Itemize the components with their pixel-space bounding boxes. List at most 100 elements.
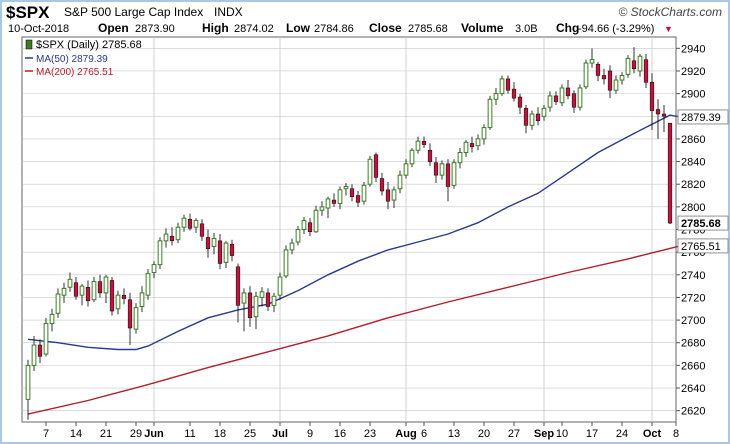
x-tick-label: 23 (364, 428, 376, 440)
candle-body (337, 189, 343, 204)
candle-body (157, 240, 163, 266)
candle-body (61, 287, 67, 296)
candle-body (505, 78, 511, 91)
candle (439, 160, 445, 180)
legend-ma200: MA(200) 2765.51 (36, 67, 114, 78)
candle (511, 82, 517, 102)
volume-label: Volume (461, 21, 504, 35)
candle (271, 292, 277, 313)
candle (373, 152, 379, 182)
candle (205, 229, 211, 258)
candle-body (31, 344, 37, 366)
candle-body (451, 162, 457, 186)
candle-body (25, 364, 31, 400)
candle (157, 237, 163, 270)
candle-body (535, 113, 541, 122)
candle-body (271, 295, 277, 306)
candle (403, 159, 409, 179)
candle-body (109, 280, 115, 312)
y-tick-label: 2640 (681, 383, 705, 395)
candle-body (595, 63, 601, 76)
candle (229, 239, 235, 262)
candle-body (379, 178, 385, 192)
candle-body (607, 70, 613, 91)
candle (121, 288, 127, 305)
down-arrow-icon: ▼ (664, 24, 673, 34)
x-tick-label: Jul (272, 428, 288, 440)
candle (643, 53, 649, 88)
candle (361, 181, 367, 205)
candle (325, 196, 331, 219)
candle (55, 288, 61, 318)
candle-body (391, 189, 397, 201)
candle (181, 214, 187, 232)
candle (109, 277, 115, 316)
candle (31, 335, 37, 372)
candle (139, 286, 145, 313)
candle (481, 124, 487, 145)
candle-body (655, 109, 661, 115)
candle (421, 136, 427, 148)
x-tick-label: 27 (508, 428, 520, 440)
y-tick-label: 2920 (681, 66, 705, 78)
chart-legend: $SPX (Daily) 2785.68 MA(50) 2879.39 MA(2… (25, 39, 142, 78)
x-tick-label: 17 (586, 428, 598, 440)
candle-body (433, 162, 439, 176)
candle-body (145, 273, 151, 296)
x-tick-label: 14 (70, 428, 82, 440)
change-label: Chg (556, 21, 579, 35)
candle (295, 226, 301, 246)
candle (37, 339, 43, 364)
candle-body (367, 158, 373, 185)
candle-body (325, 198, 331, 209)
candle (619, 72, 625, 85)
x-axis: 7 14 21 29 Jun 11 18 25 Jul 9 16 23 Aug 6 13 20 27 Sep 10 1… (43, 422, 679, 440)
y-tick-label: 2900 (681, 89, 705, 101)
candle-body (265, 292, 271, 307)
high-label: High (202, 21, 229, 35)
candle (199, 219, 205, 241)
ticker-symbol: $SPX (6, 3, 50, 22)
candle (151, 261, 157, 279)
candle (583, 59, 589, 90)
y-tick-label: 2620 (681, 406, 705, 418)
candle (103, 274, 109, 304)
candle (571, 90, 577, 113)
candle (49, 308, 55, 332)
candle-body (529, 113, 535, 126)
candle-body (415, 140, 421, 151)
candle-body (457, 152, 463, 164)
candle-body (601, 75, 607, 80)
candle-body (373, 154, 379, 178)
candle (301, 217, 307, 235)
candle-body (211, 238, 217, 247)
ma200-price-tag: 2765.51 (677, 238, 729, 254)
candle-body (355, 195, 361, 203)
candle-body (481, 127, 487, 140)
candle-body (559, 87, 565, 104)
candle (91, 277, 97, 302)
candle-body (283, 249, 289, 277)
candle (445, 159, 451, 202)
candle (529, 110, 535, 130)
candle (577, 84, 583, 111)
candle (661, 104, 667, 133)
ma50-line (27, 114, 683, 351)
ma50-price-tag-text: 2879.39 (681, 112, 721, 124)
candle-body (163, 233, 169, 242)
index-name: S&P 500 Large Cap Index (64, 5, 203, 19)
legend-price: $SPX (Daily) 2785.68 (36, 39, 142, 51)
candle-body (499, 78, 505, 95)
candle-body (223, 242, 229, 263)
candle (565, 80, 571, 100)
candle (541, 104, 547, 121)
legend-ma50: MA(50) 2879.39 (36, 54, 108, 65)
candle-body (439, 163, 445, 176)
candle-body (403, 163, 409, 176)
candle-body (613, 79, 619, 91)
candle-body (637, 55, 643, 72)
candle-body (343, 185, 349, 190)
candle (463, 140, 469, 158)
ma50-price-tag: 2879.39 (677, 109, 729, 125)
candle-body (301, 219, 307, 231)
